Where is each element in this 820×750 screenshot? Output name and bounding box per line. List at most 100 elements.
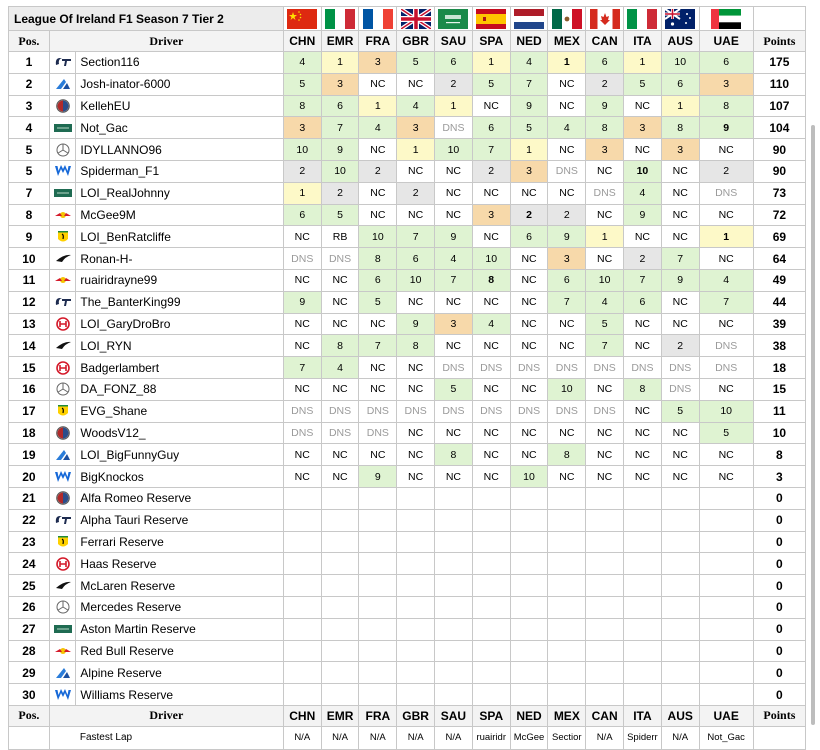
result-cell-emr[interactable] xyxy=(320,486,360,510)
result-cell-emr[interactable] xyxy=(320,530,360,554)
result-cell-spa[interactable]: NC xyxy=(471,181,511,205)
result-cell-aus[interactable]: NC xyxy=(660,225,700,249)
result-cell-can[interactable]: DNS xyxy=(585,181,625,205)
result-cell-mex[interactable]: NC xyxy=(547,421,587,445)
result-cell-chn[interactable] xyxy=(282,639,322,663)
result-cell-uae[interactable]: 8 xyxy=(698,94,754,118)
result-cell-emr[interactable]: 7 xyxy=(320,116,360,140)
result-cell-mex[interactable]: NC xyxy=(547,94,587,118)
result-cell-spa[interactable]: 6 xyxy=(471,116,511,140)
result-cell-ned[interactable]: NC xyxy=(509,247,549,270)
result-cell-sau[interactable] xyxy=(434,486,473,510)
result-cell-ned[interactable]: 2 xyxy=(509,203,549,227)
result-cell-fra[interactable]: 9 xyxy=(358,465,398,488)
result-cell-spa[interactable]: NC xyxy=(471,94,511,118)
result-cell-ned[interactable]: NC xyxy=(509,312,549,336)
result-cell-chn[interactable]: NC xyxy=(282,465,322,488)
result-cell-ned[interactable] xyxy=(509,639,549,663)
result-cell-ita[interactable] xyxy=(623,683,662,706)
driver-name-cell[interactable]: IDYLLANNO96 xyxy=(75,138,284,161)
result-cell-ned[interactable] xyxy=(509,486,549,510)
result-cell-emr[interactable] xyxy=(320,552,360,576)
result-cell-sau[interactable]: NC xyxy=(434,421,473,445)
result-cell-uae[interactable] xyxy=(698,639,754,663)
result-cell-can[interactable]: 1 xyxy=(585,225,625,249)
result-cell-gbr[interactable]: 8 xyxy=(396,334,436,358)
driver-name-cell[interactable]: KellehEU xyxy=(75,94,284,118)
result-cell-spa[interactable] xyxy=(471,486,511,510)
driver-name-cell[interactable]: Ronan-H- xyxy=(75,247,284,270)
result-cell-uae[interactable]: NC xyxy=(698,465,754,488)
result-cell-uae[interactable]: NC xyxy=(698,247,754,270)
result-cell-spa[interactable]: 8 xyxy=(471,268,511,292)
result-cell-emr[interactable]: 10 xyxy=(320,159,360,183)
result-cell-emr[interactable]: 1 xyxy=(320,51,360,74)
result-cell-gbr[interactable]: 9 xyxy=(396,312,436,336)
result-cell-ita[interactable]: NC xyxy=(623,443,662,467)
result-cell-ita[interactable]: 7 xyxy=(623,268,662,292)
result-cell-ned[interactable]: DNS xyxy=(509,399,549,423)
result-cell-emr[interactable]: 5 xyxy=(320,203,360,227)
result-cell-emr[interactable]: DNS xyxy=(320,247,360,270)
result-cell-sau[interactable] xyxy=(434,530,473,554)
result-cell-gbr[interactable] xyxy=(396,617,436,641)
result-cell-gbr[interactable]: 7 xyxy=(396,225,436,249)
result-cell-aus[interactable] xyxy=(660,683,700,706)
result-cell-aus[interactable]: 1 xyxy=(660,94,700,118)
result-cell-emr[interactable]: NC xyxy=(320,312,360,336)
driver-name-cell[interactable]: ruairidrayne99 xyxy=(75,268,284,292)
result-cell-sau[interactable] xyxy=(434,552,473,576)
result-cell-ned[interactable]: 5 xyxy=(509,116,549,140)
result-cell-mex[interactable] xyxy=(547,530,587,554)
driver-name-cell[interactable]: Williams Reserve xyxy=(75,683,284,706)
result-cell-fra[interactable]: NC xyxy=(358,138,398,161)
result-cell-chn[interactable]: 2 xyxy=(282,159,322,183)
result-cell-can[interactable] xyxy=(585,661,625,685)
result-cell-uae[interactable]: 6 xyxy=(698,51,754,74)
result-cell-ned[interactable] xyxy=(509,661,549,685)
result-cell-fra[interactable]: 8 xyxy=(358,247,398,270)
result-cell-spa[interactable] xyxy=(471,639,511,663)
result-cell-ned[interactable] xyxy=(509,508,549,532)
result-cell-spa[interactable]: NC xyxy=(471,443,511,467)
result-cell-ita[interactable] xyxy=(623,661,662,685)
result-cell-can[interactable]: DNS xyxy=(585,399,625,423)
result-cell-sau[interactable]: 4 xyxy=(434,247,473,270)
result-cell-emr[interactable]: DNS xyxy=(320,421,360,445)
result-cell-ned[interactable]: 7 xyxy=(509,72,549,96)
result-cell-gbr[interactable] xyxy=(396,486,436,510)
result-cell-sau[interactable] xyxy=(434,639,473,663)
result-cell-emr[interactable] xyxy=(320,574,360,597)
vertical-scrollbar[interactable] xyxy=(811,125,815,725)
result-cell-ita[interactable]: 6 xyxy=(623,290,662,314)
result-cell-can[interactable]: DNS xyxy=(585,356,625,379)
result-cell-fra[interactable] xyxy=(358,530,398,554)
result-cell-fra[interactable]: DNS xyxy=(358,399,398,423)
result-cell-can[interactable] xyxy=(585,617,625,641)
result-cell-spa[interactable]: NC xyxy=(471,334,511,358)
result-cell-ned[interactable]: NC xyxy=(509,268,549,292)
result-cell-can[interactable] xyxy=(585,683,625,706)
result-cell-spa[interactable]: NC xyxy=(471,225,511,249)
result-cell-uae[interactable]: DNS xyxy=(698,356,754,379)
result-cell-aus[interactable] xyxy=(660,661,700,685)
result-cell-can[interactable] xyxy=(585,595,625,619)
result-cell-gbr[interactable] xyxy=(396,661,436,685)
result-cell-ita[interactable] xyxy=(623,508,662,532)
result-cell-can[interactable]: 10 xyxy=(585,268,625,292)
result-cell-emr[interactable] xyxy=(320,639,360,663)
result-cell-gbr[interactable] xyxy=(396,683,436,706)
result-cell-ned[interactable] xyxy=(509,595,549,619)
result-cell-spa[interactable]: 1 xyxy=(471,51,511,74)
result-cell-aus[interactable]: 9 xyxy=(660,268,700,292)
result-cell-mex[interactable]: 1 xyxy=(547,51,587,74)
result-cell-sau[interactable]: 2 xyxy=(434,72,473,96)
result-cell-fra[interactable]: 5 xyxy=(358,290,398,314)
result-cell-fra[interactable]: NC xyxy=(358,72,398,96)
result-cell-uae[interactable]: DNS xyxy=(698,181,754,205)
result-cell-ned[interactable]: 3 xyxy=(509,159,549,183)
result-cell-gbr[interactable]: NC xyxy=(396,421,436,445)
result-cell-fra[interactable]: 1 xyxy=(358,94,398,118)
result-cell-mex[interactable] xyxy=(547,661,587,685)
result-cell-ned[interactable]: NC xyxy=(509,181,549,205)
